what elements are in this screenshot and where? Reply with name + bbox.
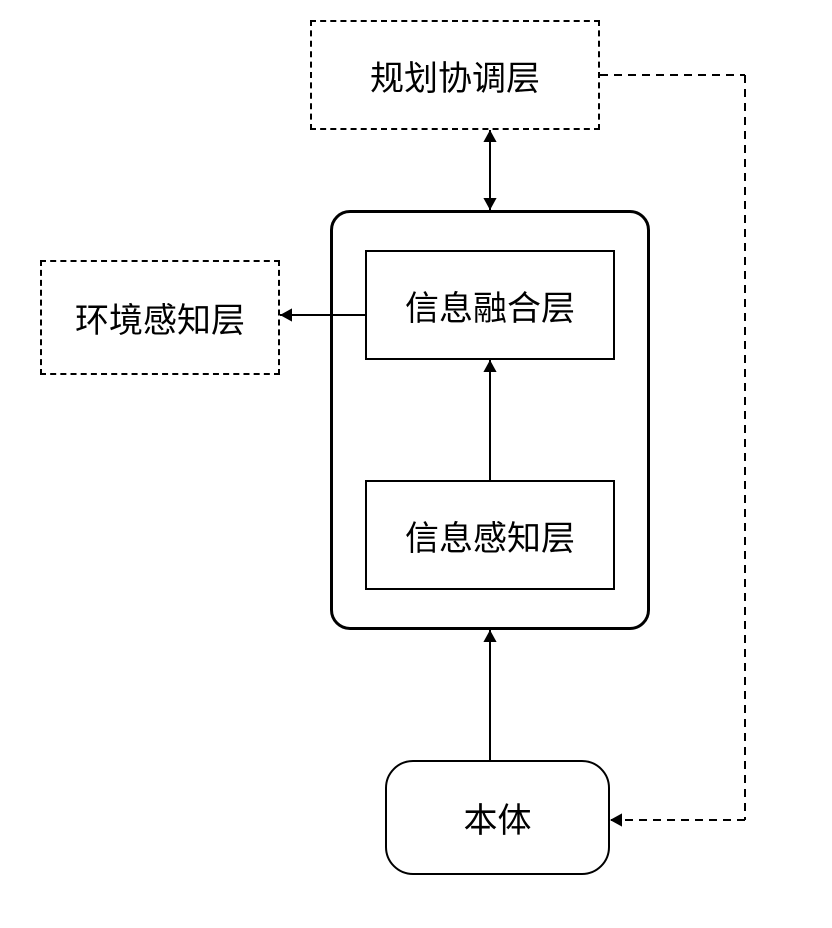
planning-layer-box: 规划协调层	[310, 20, 600, 130]
info-fusion-layer-label: 信息融合层	[405, 281, 575, 330]
body-label: 本体	[464, 793, 532, 842]
info-fusion-layer-box: 信息融合层	[365, 250, 615, 360]
planning-layer-label: 规划协调层	[370, 51, 540, 100]
body-box: 本体	[385, 760, 610, 875]
info-perception-layer-label: 信息感知层	[405, 511, 575, 560]
info-perception-layer-box: 信息感知层	[365, 480, 615, 590]
env-perception-layer-box: 环境感知层	[40, 260, 280, 375]
env-perception-layer-label: 环境感知层	[75, 293, 245, 342]
